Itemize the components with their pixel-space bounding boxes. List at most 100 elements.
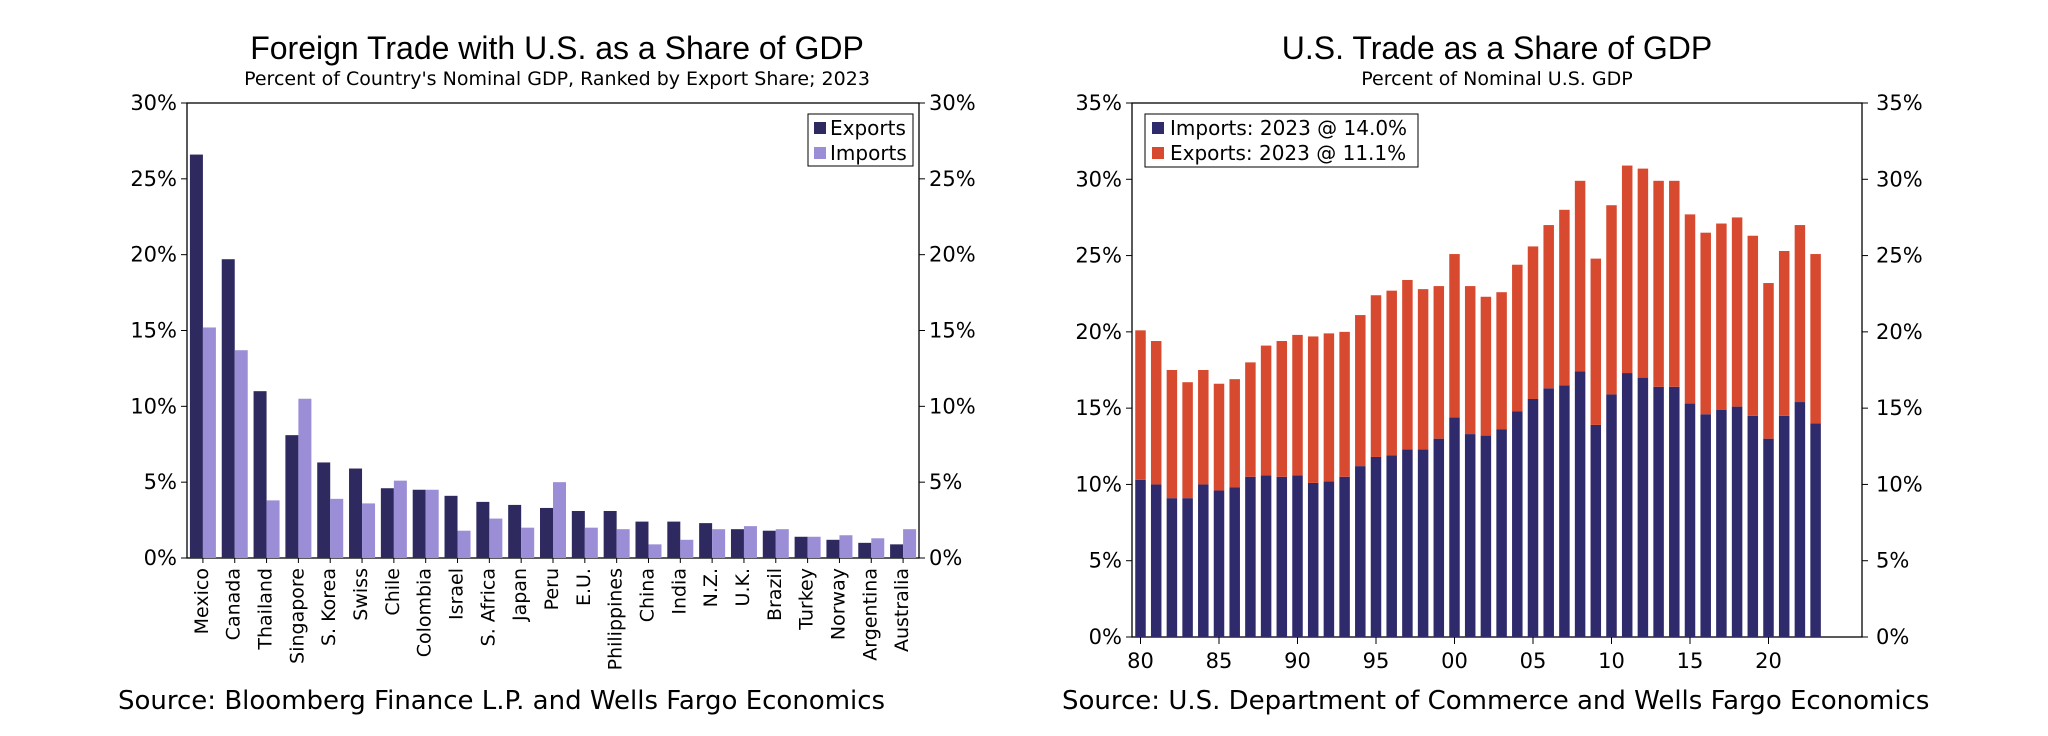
bar-imports-23 (903, 529, 917, 558)
bar-imports-1999 (1433, 438, 1445, 637)
bar-exports-1988 (1260, 345, 1272, 476)
bar-exports-2012 (1637, 168, 1649, 378)
bar-imports-2021 (1778, 415, 1790, 637)
bar-exports-13 (571, 510, 585, 558)
x-tick-label: N.Z. (700, 568, 722, 607)
bar-imports-16 (680, 539, 694, 558)
bar-exports-2023 (1810, 254, 1821, 424)
bar-imports-22 (871, 538, 885, 558)
bar-imports-6 (362, 503, 376, 558)
right-legend: Imports: 2023 @ 14.0%Exports: 2023 @ 11.… (1144, 113, 1419, 168)
bar-exports-1980 (1135, 330, 1146, 480)
bar-exports-2013 (1653, 180, 1664, 387)
bar-imports-4 (298, 398, 312, 558)
bar-imports-2018 (1731, 406, 1743, 637)
y-tick-label-right: 20% (929, 243, 976, 267)
y-tick-label-right: 15% (929, 319, 976, 343)
bar-exports-3 (253, 391, 267, 558)
bar-imports-1995 (1370, 456, 1382, 637)
left-chart-title: Foreign Trade with U.S. as a Share of GD… (250, 30, 864, 66)
bar-exports-1995 (1370, 295, 1382, 457)
bar-imports-1983 (1182, 498, 1193, 637)
right-source-note: Source: U.S. Department of Commerce and … (1062, 686, 1930, 716)
bar-imports-2012 (1637, 377, 1649, 637)
x-tick-label: China (636, 568, 658, 622)
bar-exports-2002 (1480, 296, 1492, 436)
bar-exports-1998 (1417, 289, 1429, 450)
x-tick-label: 80 (1127, 649, 1154, 673)
bar-exports-2021 (1778, 250, 1790, 416)
bar-exports-1997 (1402, 279, 1413, 450)
left-source-note: Source: Bloomberg Finance L.P. and Wells… (118, 686, 886, 716)
bar-exports-23 (890, 544, 904, 558)
legend-swatch-exports (814, 122, 826, 134)
bar-imports-1998 (1417, 449, 1429, 637)
x-tick-label: Colombia (414, 568, 436, 657)
x-tick-label: Philippines (605, 568, 627, 670)
bar-imports-1997 (1402, 449, 1413, 637)
legend-box (1144, 113, 1419, 168)
bar-exports-16 (667, 521, 681, 558)
x-tick-label: Mexico (191, 568, 213, 634)
y-tick-label-right: 35% (1876, 91, 1923, 115)
x-tick-label: S. Korea (318, 568, 340, 646)
bar-exports-17 (699, 523, 713, 558)
bar-imports-2013 (1653, 386, 1664, 637)
legend-label-exports: Exports (830, 116, 906, 140)
bar-exports-2000 (1449, 254, 1460, 418)
bar-exports-12 (540, 507, 553, 558)
bar-imports-20 (807, 536, 821, 558)
bar-exports-1987 (1245, 362, 1256, 477)
bar-exports-2007 (1559, 209, 1570, 386)
bar-imports-1991 (1307, 482, 1319, 637)
x-tick-label: Australia (891, 568, 913, 652)
bar-imports-2022 (1794, 402, 1806, 637)
y-tick-label-right: 15% (1876, 396, 1923, 420)
bar-imports-2019 (1747, 415, 1759, 637)
bar-imports-2001 (1464, 434, 1476, 637)
bar-exports-2017 (1716, 223, 1727, 410)
y-tick-label-right: 25% (1876, 244, 1923, 268)
bar-imports-1982 (1166, 498, 1178, 637)
bar-imports-17 (712, 529, 726, 558)
bar-exports-4 (285, 435, 299, 558)
x-tick-label: Turkey (796, 568, 818, 631)
y-tick-label-right: 20% (1876, 320, 1923, 344)
bar-imports-2023 (1810, 423, 1821, 637)
bar-exports-1990 (1292, 334, 1303, 476)
bar-exports-10 (476, 501, 490, 558)
bar-imports-2002 (1480, 435, 1492, 637)
right-chart-title: U.S. Trade as a Share of GDP (1282, 30, 1712, 66)
bar-exports-1991 (1307, 336, 1319, 483)
bar-imports-2011 (1621, 373, 1633, 637)
bar-exports-2004 (1512, 264, 1523, 412)
y-tick-label-right: 10% (1876, 472, 1923, 496)
bar-imports-18 (743, 526, 757, 558)
bar-exports-2008 (1574, 180, 1586, 372)
bar-imports-1992 (1323, 481, 1335, 637)
x-tick-label: 10 (1598, 649, 1625, 673)
bar-imports-1994 (1355, 466, 1366, 637)
legend-label-imports: Imports (830, 141, 907, 165)
bar-exports-6 (349, 468, 363, 558)
x-tick-label: 85 (1206, 649, 1233, 673)
x-tick-label: Canada (223, 568, 245, 640)
y-tick-label-left: 15% (130, 319, 177, 343)
bar-imports-11 (521, 527, 535, 558)
bar-imports-8 (425, 489, 439, 558)
bar-imports-2020 (1763, 438, 1774, 637)
x-tick-label: Brazil (764, 568, 786, 621)
bar-exports-2018 (1731, 217, 1743, 407)
y-tick-label-left: 30% (1075, 167, 1122, 191)
bar-imports-1996 (1386, 455, 1397, 637)
bar-exports-2 (221, 259, 235, 558)
bar-exports-1996 (1386, 290, 1397, 456)
bar-imports-9 (457, 530, 471, 558)
bar-exports-2009 (1590, 258, 1602, 425)
y-tick-label-right: 25% (929, 167, 976, 191)
x-tick-label: Norway (827, 568, 849, 640)
x-tick-label: 05 (1520, 649, 1547, 673)
bar-imports-2000 (1449, 417, 1460, 637)
bar-exports-11 (508, 504, 522, 558)
